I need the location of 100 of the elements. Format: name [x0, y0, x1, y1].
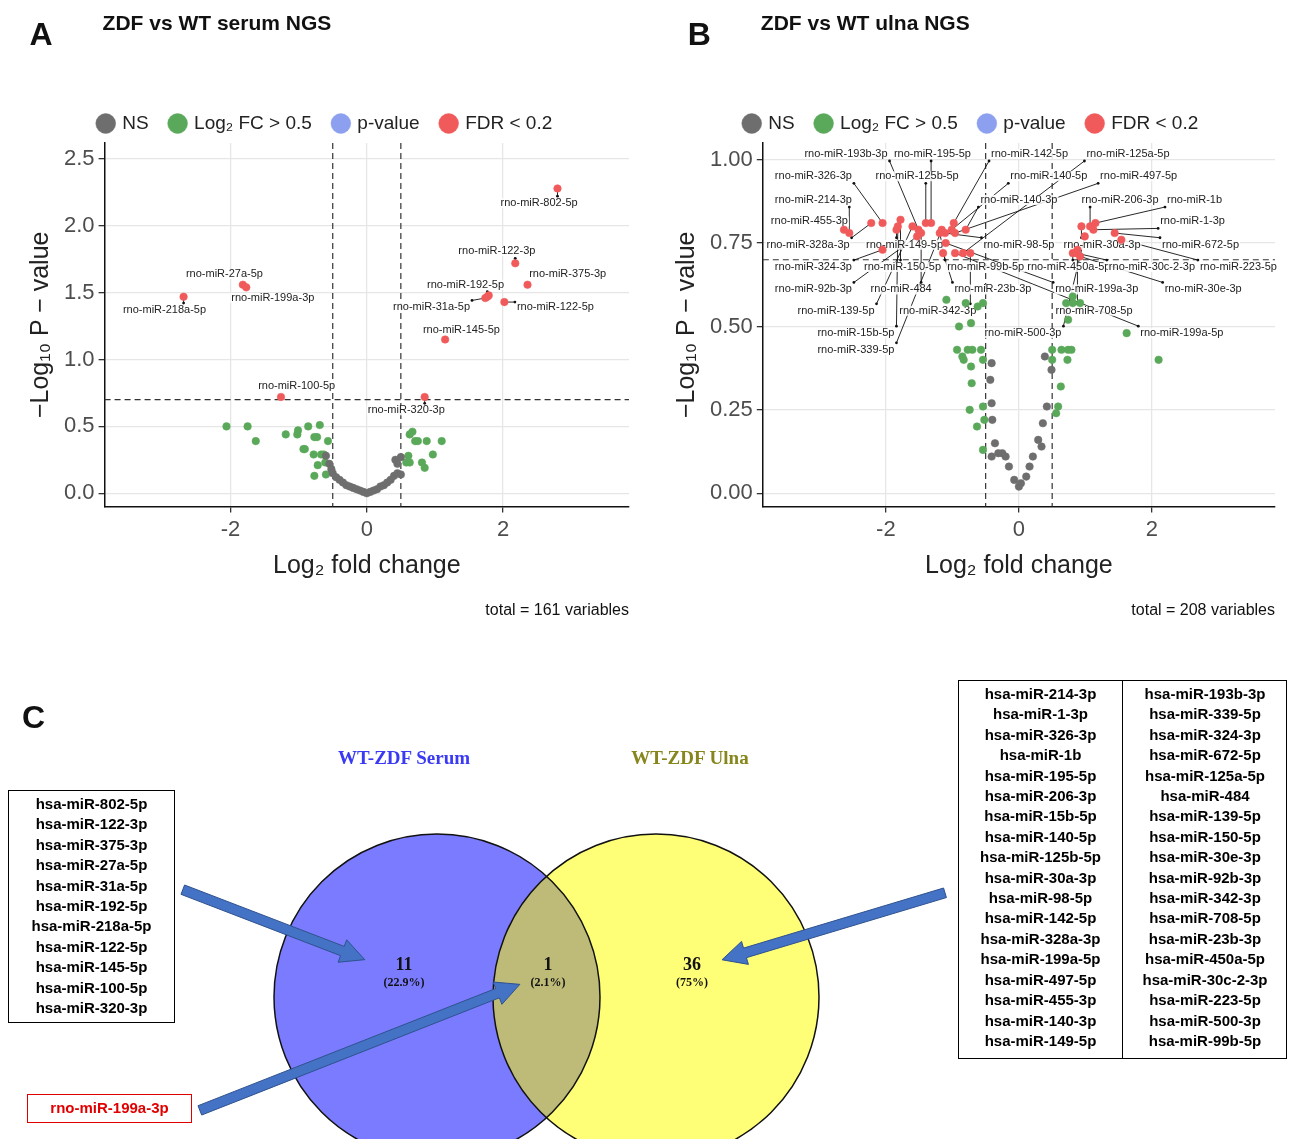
text: hsa-miR-140-3p — [983, 1010, 1098, 1031]
text: total = 208 variables — [1131, 601, 1275, 618]
text: hsa-miR-98-5p — [987, 888, 1094, 909]
text: hsa-miR-206-3p — [983, 786, 1098, 807]
annotation: rno-miR-23b-3p — [954, 282, 1032, 295]
text: B — [687, 16, 711, 52]
annotation: rno-miR-30a-3p — [1063, 237, 1141, 250]
text: hsa-miR-192-5p — [34, 896, 149, 917]
text: hsa-miR-195-5p — [983, 765, 1098, 786]
text: hsa-miR-125a-5p — [1143, 765, 1266, 786]
chart-title: ZDF vs WT ulna NGS — [760, 11, 970, 34]
text: hsa-miR-218a-5p — [30, 916, 153, 937]
annotation: rno-miR-100-5p — [258, 379, 336, 392]
text: hsa-miR-1-3p — [992, 704, 1089, 725]
y-tick-label: 2.5 — [63, 145, 95, 171]
text: hsa-miR-122-5p — [34, 936, 149, 957]
annotation: rno-miR-192-5p — [427, 277, 505, 290]
y-axis-title: −Log₁₀ P − value — [24, 231, 53, 419]
text: hsa-miR-342-3p — [1148, 888, 1262, 909]
data-label: 36 — [683, 954, 701, 974]
annotation: rno-miR-92b-3p — [774, 282, 852, 295]
text: hsa-miR-122-3p — [34, 814, 149, 835]
annotation: rno-miR-199a-3p — [231, 291, 315, 304]
y-axis-title: −Log₁₀ P − value — [670, 231, 699, 419]
text: hsa-miR-23b-3p — [1147, 928, 1263, 949]
annotation: rno-miR-27a-5p — [185, 267, 263, 280]
text: WT-ZDF Ulna — [631, 747, 750, 768]
annotation: rno-miR-497-5p — [1100, 169, 1178, 182]
text: hsa-miR-339-5p — [1148, 704, 1262, 725]
x-axis-title: Log₂ fold change — [272, 549, 461, 578]
x-tick-label: 0 — [1012, 515, 1026, 541]
annotation: rno-miR-672-5p — [1161, 237, 1240, 250]
annotation: rno-miR-802-5p — [500, 196, 578, 209]
text: hsa-miR-223-5p — [1148, 990, 1262, 1011]
annotation: rno-miR-99b-5p — [947, 260, 1025, 273]
annotation: rno-miR-125b-5p — [875, 169, 959, 182]
annotation: rno-miR-214-3p — [774, 193, 852, 206]
annotation: rno-miR-195-5p — [893, 147, 971, 160]
legend-label: Log₂ FC > 0.5 — [840, 111, 958, 133]
annotation: rno-miR-125a-5p — [1086, 147, 1170, 160]
text: rno-miR-199a-3p — [49, 1098, 170, 1118]
legend-label: p-value — [357, 111, 420, 133]
text: hsa-miR-99b-5p — [1147, 1030, 1263, 1051]
text: hsa-miR-199a-5p — [979, 949, 1102, 970]
y-tick-label: 2.0 — [63, 211, 95, 237]
annotation: rno-miR-1b — [1167, 193, 1223, 206]
text: (75%) — [676, 975, 708, 989]
annotation: rno-miR-1-3p — [1160, 214, 1225, 227]
y-tick-label: 0.25 — [709, 395, 753, 421]
x-tick-label: 2 — [496, 515, 510, 541]
annotation: rno-miR-324-3p — [774, 260, 852, 273]
x-tick-label: 0 — [360, 515, 373, 541]
text: hsa-miR-802-5p — [34, 794, 149, 814]
text: hsa-miR-30a-3p — [983, 867, 1098, 888]
text: hsa-miR-324-3p — [1148, 724, 1262, 745]
text: hsa-miR-455-3p — [983, 990, 1098, 1011]
annotation: rno-miR-342-3p — [899, 303, 977, 316]
text: hsa-miR-15b-5p — [983, 806, 1098, 827]
annotation: rno-miR-193b-3p — [804, 147, 888, 160]
data-label: 1 — [543, 954, 553, 974]
text: hsa-miR-30e-3p — [1148, 847, 1262, 868]
annotation: rno-miR-500-3p — [984, 326, 1062, 339]
text: hsa-miR-328a-3p — [979, 928, 1102, 949]
text: hsa-miR-497-5p — [983, 969, 1098, 990]
annotation: rno-miR-122-3p — [458, 244, 536, 257]
text: total = 161 variables — [485, 601, 629, 618]
annotation: rno-miR-218a-5p — [122, 303, 207, 316]
text: hsa-miR-500-3p — [1148, 1010, 1262, 1031]
text: hsa-miR-139-5p — [1148, 806, 1262, 827]
annotation: rno-miR-484 — [870, 282, 932, 295]
annotation: rno-miR-320-3p — [367, 403, 445, 416]
y-tick-label: 0.75 — [709, 229, 753, 255]
annotation: rno-miR-223-5p — [1199, 260, 1277, 273]
text: hsa-miR-142-5p — [983, 908, 1098, 929]
legend-label: p-value — [1003, 111, 1066, 133]
text: hsa-miR-193b-3p — [1143, 684, 1267, 704]
text: hsa-miR-31a-5p — [34, 875, 149, 896]
annotation: rno-miR-142-5p — [991, 147, 1069, 160]
text: hsa-miR-326-3p — [983, 724, 1098, 745]
annotation: rno-miR-139-5p — [797, 303, 875, 316]
annotation: rno-miR-30e-3p — [1164, 282, 1242, 295]
text: (22.9%) — [383, 975, 425, 989]
text: hsa-miR-149-5p — [983, 1030, 1098, 1051]
annotation: rno-miR-708-5p — [1055, 303, 1133, 316]
text: hsa-miR-484 — [1159, 786, 1251, 807]
text: hsa-miR-672-5p — [1148, 745, 1262, 766]
text: A — [29, 16, 53, 52]
text: hsa-miR-214-3p — [983, 684, 1098, 704]
annotation: rno-miR-145-5p — [422, 323, 500, 336]
annotation: rno-miR-339-5p — [817, 342, 895, 355]
text: hsa-miR-450a-5p — [1143, 949, 1266, 970]
data-label: 11 — [395, 954, 413, 974]
text: hsa-miR-150-5p — [1148, 826, 1262, 847]
text: hsa-miR-92b-3p — [1147, 867, 1263, 888]
annotation: rno-miR-122-5p — [516, 300, 594, 313]
y-tick-label: 0.5 — [63, 412, 95, 438]
y-tick-label: 0.50 — [709, 312, 753, 338]
text: hsa-miR-320-3p — [34, 998, 149, 1019]
annotation: rno-miR-149-5p — [865, 237, 944, 250]
text: hsa-miR-125b-5p — [979, 847, 1102, 868]
